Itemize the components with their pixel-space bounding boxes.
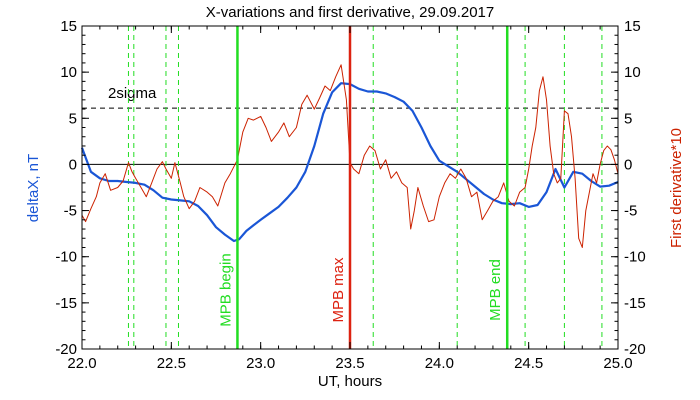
- x-tick-label-2: 23.0: [246, 355, 275, 372]
- y-left-tick-label-6: -15: [55, 295, 77, 312]
- sigma-label: 2sigma: [108, 85, 157, 102]
- y-left-tick-label-4: -5: [64, 203, 77, 220]
- axes: 22.0 22.5 23.0 23.5 24.0 24.5 25.0 15 15 10 10 5 5 0 0…: [55, 18, 645, 372]
- y-axis-left-label: deltaX, nT: [25, 154, 42, 222]
- series-line-derivative: [81, 64, 619, 248]
- series-layer: [80, 26, 619, 349]
- y-right-tick-label-1: 10: [624, 64, 641, 81]
- x-tick-label-5: 24.5: [514, 355, 543, 372]
- marker-label-mpb-begin: MPB begin: [217, 253, 234, 326]
- y-left-tick-label-7: -20: [55, 341, 77, 358]
- x-tick-label-0: 22.0: [67, 355, 96, 372]
- y-right-tick-label-3: 0: [624, 156, 632, 173]
- y-right-tick-label-4: -5: [624, 203, 637, 220]
- marker-label-mpb-end: MPB end: [487, 259, 504, 321]
- y-axis-right-label: First derivative*10: [668, 128, 685, 248]
- y-left-tick-label-1: 10: [60, 64, 77, 81]
- y-left-tick-label-0: 15: [60, 18, 77, 35]
- marker-label-mpb-max: MPB max: [330, 257, 347, 323]
- x-tick-label-1: 22.5: [157, 355, 186, 372]
- y-left-tick-label-2: 5: [69, 110, 77, 127]
- y-right-tick-label-2: 5: [624, 110, 632, 127]
- series-line-deltax: [80, 82, 619, 243]
- marker-labels: MPB begin MPB max MPB end: [217, 253, 504, 326]
- y-right-tick-label-0: 15: [624, 18, 641, 35]
- x-axis-label: UT, hours: [318, 373, 382, 390]
- chart-title: X-variations and first derivative, 29.09…: [206, 4, 495, 21]
- y-left-tick-label-5: -10: [55, 249, 77, 266]
- y-right-tick-label-5: -10: [624, 249, 646, 266]
- x-tick-label-3: 23.5: [335, 355, 364, 372]
- y-left-tick-label-3: 0: [69, 156, 77, 173]
- x-tick-label-4: 24.0: [425, 355, 454, 372]
- y-right-tick-label-7: -20: [624, 341, 646, 358]
- y-right-tick-label-6: -15: [624, 295, 646, 312]
- x-tick-label-6: 25.0: [603, 355, 632, 372]
